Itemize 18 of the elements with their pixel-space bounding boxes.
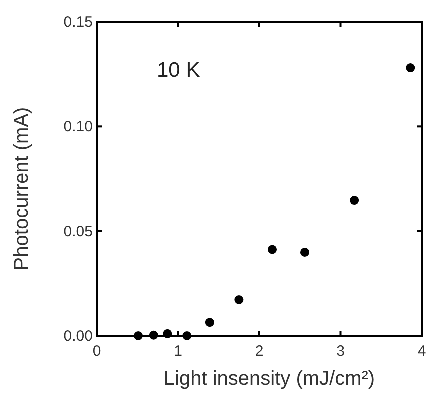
x-tick-label: 4 bbox=[418, 343, 426, 360]
y-tick-label: 0.10 bbox=[64, 118, 93, 136]
y-tick-label: 0.05 bbox=[64, 223, 93, 240]
annotation: 10 K bbox=[157, 59, 200, 82]
y-tick-label: 0.15 bbox=[64, 14, 93, 31]
y-axis-title: Photocurrent (mA) bbox=[11, 107, 33, 271]
x-tick-label: 3 bbox=[336, 343, 345, 360]
point bbox=[406, 64, 416, 73]
point bbox=[300, 248, 310, 257]
x-tick-label: 2 bbox=[255, 343, 264, 360]
y-tick-label: 0.00 bbox=[64, 328, 93, 345]
x-axis-title: Light insensity (mJ/cm²) bbox=[164, 368, 376, 390]
x-tick-label: 0 bbox=[92, 343, 102, 360]
point bbox=[268, 245, 277, 254]
point bbox=[234, 295, 244, 304]
point bbox=[350, 196, 360, 206]
x-tick-label: 1 bbox=[174, 343, 182, 360]
point bbox=[205, 318, 214, 328]
